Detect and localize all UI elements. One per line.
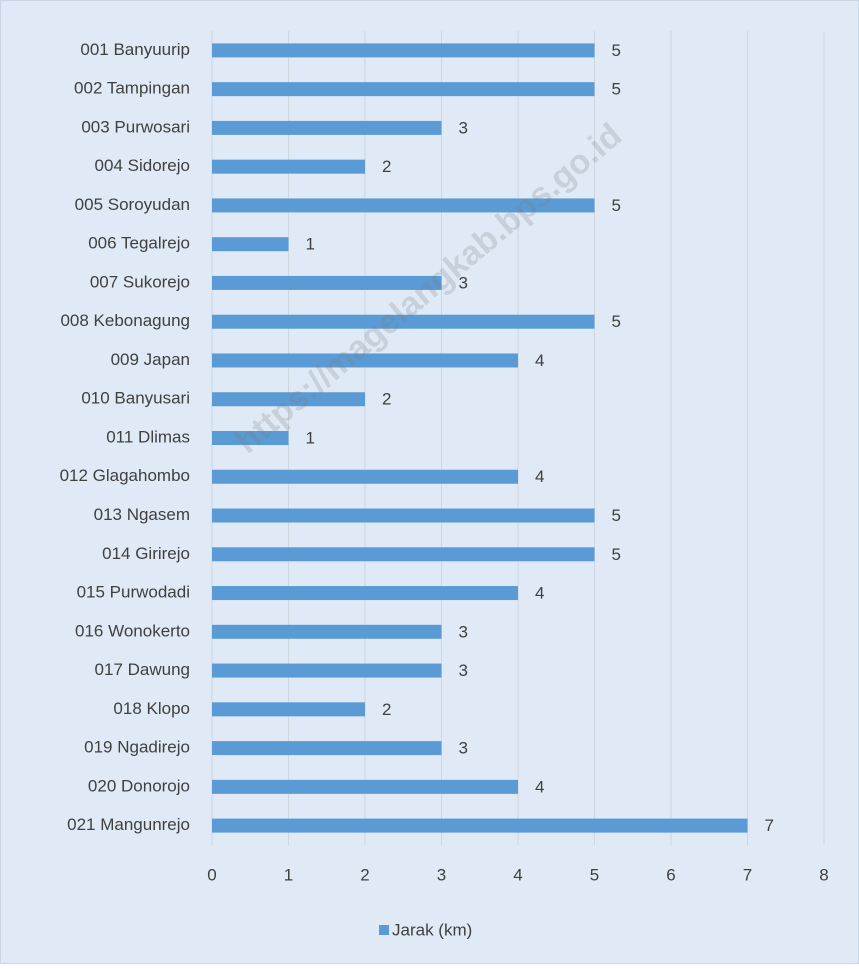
bar — [212, 353, 518, 368]
y-tick-label: 021 Mangunrejo — [67, 815, 190, 834]
x-tick-label: 8 — [819, 865, 828, 884]
y-tick-label: 009 Japan — [111, 350, 190, 369]
data-label: 1 — [306, 235, 315, 254]
bar — [212, 159, 365, 174]
data-label: 2 — [382, 157, 391, 176]
bar — [212, 82, 595, 97]
x-tick-label: 3 — [437, 865, 446, 884]
data-label: 5 — [612, 41, 621, 60]
data-label: 4 — [535, 467, 544, 486]
data-label: 2 — [382, 390, 391, 409]
data-label: 5 — [612, 196, 621, 215]
data-label: 3 — [459, 273, 468, 292]
y-tick-label: 002 Tampingan — [74, 79, 190, 98]
data-label: 7 — [765, 816, 774, 835]
y-tick-label: 003 Purwosari — [81, 117, 190, 136]
bar — [212, 275, 442, 290]
y-tick-label: 019 Ngadirejo — [84, 738, 190, 757]
y-tick-label: 012 Glagahombo — [60, 466, 190, 485]
bar — [212, 624, 442, 639]
y-tick-label: 008 Kebonagung — [60, 311, 190, 330]
data-label: 3 — [459, 622, 468, 641]
bar — [212, 43, 595, 58]
bar — [212, 469, 518, 484]
legend-swatch — [379, 925, 389, 935]
data-label: 4 — [535, 351, 544, 370]
data-label: 5 — [612, 506, 621, 525]
bar — [212, 779, 518, 794]
x-tick-label: 4 — [513, 865, 522, 884]
bar — [212, 120, 442, 135]
bar — [212, 547, 595, 562]
x-tick-label: 5 — [590, 865, 599, 884]
y-tick-label: 005 Soroyudan — [75, 195, 190, 214]
bar — [212, 431, 289, 445]
legend-label: Jarak (km) — [392, 920, 472, 939]
y-tick-label: 001 Banyuurip — [80, 40, 190, 59]
data-label: 3 — [459, 118, 468, 137]
bar — [212, 508, 595, 523]
data-label: 4 — [535, 777, 544, 796]
y-tick-label: 014 Girirejo — [102, 544, 190, 563]
bar — [212, 198, 595, 213]
x-tick-label: 7 — [743, 865, 752, 884]
y-tick-label: 018 Klopo — [113, 699, 190, 718]
y-tick-label: 007 Sukorejo — [90, 272, 190, 291]
data-label: 5 — [612, 545, 621, 564]
x-tick-label: 0 — [207, 865, 216, 884]
x-tick-label: 2 — [360, 865, 369, 884]
y-tick-label: 015 Purwodadi — [77, 583, 190, 602]
data-label: 5 — [612, 80, 621, 99]
x-tick-label: 1 — [284, 865, 293, 884]
y-tick-label: 006 Tegalrejo — [88, 234, 190, 253]
data-label: 3 — [459, 661, 468, 680]
bar — [212, 663, 442, 678]
y-tick-label: 010 Banyusari — [81, 389, 190, 408]
data-label: 5 — [612, 312, 621, 331]
bar — [212, 702, 365, 717]
bar — [212, 314, 595, 329]
bar — [212, 392, 365, 407]
y-tick-label: 013 Ngasem — [94, 505, 190, 524]
bar — [212, 586, 518, 601]
bar — [212, 818, 748, 833]
data-label: 1 — [306, 428, 315, 447]
y-tick-label: 011 Dlimas — [106, 427, 190, 446]
y-tick-label: 020 Donorojo — [88, 776, 190, 795]
data-label: 2 — [382, 700, 391, 719]
data-label: 4 — [535, 584, 544, 603]
data-label: 3 — [459, 739, 468, 758]
y-tick-label: 004 Sidorejo — [95, 156, 190, 175]
bar — [212, 741, 442, 756]
y-tick-label: 017 Dawung — [95, 660, 190, 679]
bar — [212, 237, 289, 252]
x-tick-label: 6 — [666, 865, 675, 884]
y-tick-label: 016 Wonokerto — [75, 621, 190, 640]
